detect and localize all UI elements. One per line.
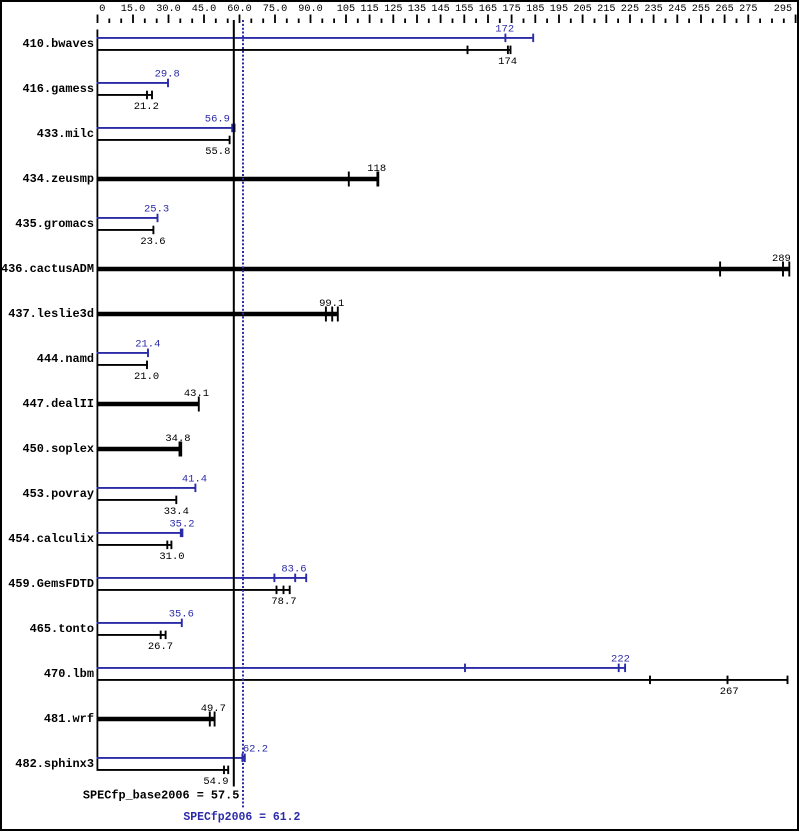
svg-text:62.2: 62.2 xyxy=(243,743,268,755)
svg-text:437.leslie3d: 437.leslie3d xyxy=(8,307,94,321)
svg-text:205: 205 xyxy=(573,3,591,15)
svg-text:295: 295 xyxy=(774,3,792,15)
svg-text:41.4: 41.4 xyxy=(182,473,207,485)
svg-text:235: 235 xyxy=(644,3,662,15)
svg-text:174: 174 xyxy=(498,56,517,68)
svg-text:115: 115 xyxy=(360,3,378,15)
svg-text:43.1: 43.1 xyxy=(184,388,209,400)
svg-text:416.gamess: 416.gamess xyxy=(23,82,95,96)
svg-text:60.0: 60.0 xyxy=(227,3,252,15)
svg-text:25.3: 25.3 xyxy=(144,203,169,215)
svg-text:135: 135 xyxy=(408,3,426,15)
svg-text:225: 225 xyxy=(621,3,639,15)
svg-text:83.6: 83.6 xyxy=(281,563,306,575)
svg-text:105: 105 xyxy=(337,3,355,15)
svg-text:195: 195 xyxy=(550,3,568,15)
svg-text:245: 245 xyxy=(668,3,686,15)
svg-text:275: 275 xyxy=(739,3,757,15)
svg-text:75.0: 75.0 xyxy=(263,3,288,15)
svg-text:453.povray: 453.povray xyxy=(23,487,95,501)
svg-text:SPECfp2006 = 61.2: SPECfp2006 = 61.2 xyxy=(183,810,300,824)
svg-text:29.8: 29.8 xyxy=(155,68,180,80)
svg-text:SPECfp_base2006 = 57.5: SPECfp_base2006 = 57.5 xyxy=(83,789,240,803)
svg-text:265: 265 xyxy=(715,3,733,15)
svg-text:35.2: 35.2 xyxy=(169,518,194,530)
svg-text:56.9: 56.9 xyxy=(205,113,230,125)
svg-text:289: 289 xyxy=(772,253,791,265)
svg-text:45.0: 45.0 xyxy=(192,3,217,15)
svg-text:450.soplex: 450.soplex xyxy=(23,442,95,456)
svg-text:433.milc: 433.milc xyxy=(37,127,94,141)
svg-text:118: 118 xyxy=(367,163,386,175)
svg-text:255: 255 xyxy=(692,3,710,15)
svg-text:222: 222 xyxy=(611,653,630,665)
svg-text:26.7: 26.7 xyxy=(148,641,173,653)
svg-text:49.7: 49.7 xyxy=(201,703,226,715)
svg-text:454.calculix: 454.calculix xyxy=(8,532,94,546)
svg-text:435.gromacs: 435.gromacs xyxy=(15,217,94,231)
svg-text:175: 175 xyxy=(502,3,520,15)
svg-text:444.namd: 444.namd xyxy=(37,352,94,366)
svg-text:481.wrf: 481.wrf xyxy=(44,712,94,726)
svg-text:54.9: 54.9 xyxy=(203,776,228,788)
svg-text:267: 267 xyxy=(720,686,739,698)
svg-text:165: 165 xyxy=(479,3,497,15)
svg-text:459.GemsFDTD: 459.GemsFDTD xyxy=(8,577,94,591)
svg-text:185: 185 xyxy=(526,3,544,15)
svg-text:30.0: 30.0 xyxy=(156,3,181,15)
svg-text:21.0: 21.0 xyxy=(134,371,159,383)
svg-text:155: 155 xyxy=(455,3,473,15)
svg-text:21.2: 21.2 xyxy=(134,101,159,113)
svg-text:410.bwaves: 410.bwaves xyxy=(23,37,95,51)
svg-text:23.6: 23.6 xyxy=(140,236,165,248)
svg-text:78.7: 78.7 xyxy=(271,596,296,608)
svg-text:15.0: 15.0 xyxy=(121,3,146,15)
svg-text:34.8: 34.8 xyxy=(165,433,190,445)
svg-text:447.dealII: 447.dealII xyxy=(23,397,95,411)
svg-text:215: 215 xyxy=(597,3,615,15)
svg-text:172: 172 xyxy=(495,23,514,35)
svg-text:482.sphinx3: 482.sphinx3 xyxy=(15,757,94,771)
svg-text:470.lbm: 470.lbm xyxy=(44,667,94,681)
svg-text:55.8: 55.8 xyxy=(205,146,230,158)
svg-text:436.cactusADM: 436.cactusADM xyxy=(1,262,94,276)
svg-text:0: 0 xyxy=(99,3,105,15)
svg-text:125: 125 xyxy=(384,3,402,15)
svg-text:145: 145 xyxy=(431,3,449,15)
svg-text:31.0: 31.0 xyxy=(159,551,184,563)
svg-text:465.tonto: 465.tonto xyxy=(30,622,94,636)
svg-text:35.6: 35.6 xyxy=(169,608,194,620)
svg-text:99.1: 99.1 xyxy=(319,298,344,310)
svg-text:90.0: 90.0 xyxy=(298,3,323,15)
svg-text:33.4: 33.4 xyxy=(164,506,189,518)
svg-text:434.zeusmp: 434.zeusmp xyxy=(23,172,95,186)
svg-text:21.4: 21.4 xyxy=(135,338,160,350)
